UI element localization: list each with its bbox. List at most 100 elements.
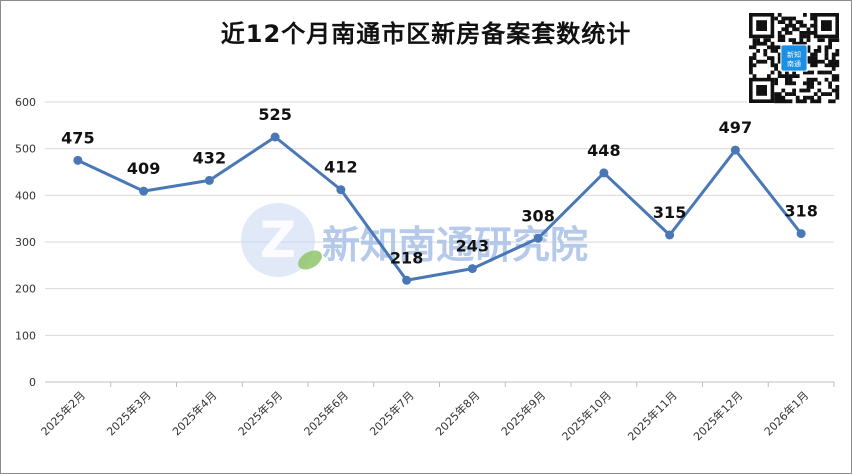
qr-module [824, 63, 829, 68]
x-tick-label: 2025年10月 [559, 388, 614, 443]
qr-module [821, 59, 825, 64]
data-label: 497 [719, 118, 752, 137]
qr-module [792, 70, 796, 75]
x-axis: 2025年2月 2025年3月 2025年4月 2025年5月 2025年6月 2025年… [38, 382, 835, 443]
watermark-leaf-icon [298, 250, 322, 270]
x-tick-label: 2026年1月 [761, 388, 811, 438]
qr-module [799, 88, 804, 93]
qr-finder [756, 85, 767, 96]
qr-module [781, 99, 786, 104]
x-tick-label: 2025年3月 [104, 388, 154, 438]
qr-module [767, 74, 771, 78]
gridlines [45, 101, 834, 383]
qr-module [799, 41, 804, 46]
qr-module [777, 74, 782, 78]
qr-module [813, 56, 818, 60]
watermark: Z 新知南通研究院 [241, 203, 588, 277]
x-tick-label: 2025年4月 [169, 388, 219, 438]
qr-module [777, 38, 782, 42]
qr-module [777, 45, 782, 50]
qr-module [817, 38, 822, 42]
qr-module [813, 49, 818, 53]
qr-module [831, 88, 836, 93]
qr-module [835, 63, 840, 68]
qr-module [774, 16, 778, 21]
data-point [139, 186, 149, 196]
qr-module [756, 41, 760, 46]
qr-module [756, 38, 760, 42]
qr-module [806, 38, 811, 42]
qr-module [785, 77, 789, 82]
qr-module [824, 49, 829, 53]
qr-module [788, 77, 793, 82]
qr-module [788, 23, 793, 28]
qr-module [752, 41, 757, 46]
qr-module [828, 85, 832, 89]
qr-module [752, 74, 757, 78]
qr-module [792, 16, 796, 21]
data-label: 243 [456, 237, 489, 256]
qr-module [777, 59, 782, 64]
y-tick-label: 500 [15, 143, 36, 156]
y-tick-label: 0 [29, 376, 36, 389]
qr-module [763, 41, 768, 46]
qr-module [806, 49, 811, 53]
qr-module [749, 59, 753, 64]
qr-module [806, 45, 811, 50]
qr-module [806, 70, 811, 75]
qr-module [795, 20, 800, 24]
qr-module [803, 70, 807, 75]
qr-module [828, 81, 832, 86]
data-labels: 475 409 432 525 412 218 243 308 448 315 497 318 [61, 105, 818, 267]
series-polyline [77, 135, 803, 282]
qr-module [781, 88, 786, 93]
x-tick-label: 2025年11月 [625, 388, 680, 443]
qr-module [770, 56, 775, 60]
y-tick-label: 200 [15, 283, 36, 296]
qr-module [813, 77, 818, 82]
qr-module [828, 92, 832, 96]
qr-module [813, 63, 818, 68]
qr-module [803, 95, 807, 100]
qr-module [792, 92, 796, 96]
qr-module [777, 20, 782, 24]
qr-module [777, 31, 782, 35]
qr-module [835, 38, 840, 42]
qr-module [824, 45, 829, 50]
watermark-logo-letter: Z [260, 211, 296, 269]
qr-module [803, 34, 807, 39]
qr-module [828, 59, 832, 64]
qr-module [781, 95, 786, 100]
qr-module [763, 59, 768, 64]
x-tick-label: 2025年2月 [38, 388, 88, 438]
qr-module [781, 74, 786, 78]
qr-module [752, 52, 757, 57]
qr-module [777, 13, 782, 17]
x-tick-label: 2025年9月 [498, 388, 548, 438]
qr-module [824, 52, 829, 57]
qr-module [817, 70, 822, 75]
qr-module [806, 95, 811, 100]
qr-module [795, 41, 800, 46]
qr-module [810, 70, 814, 75]
qr-module [835, 88, 840, 93]
qr-module [835, 74, 840, 78]
data-point [73, 155, 83, 165]
qr-module [810, 23, 814, 28]
y-tick-label: 100 [15, 329, 36, 342]
qr-module [831, 52, 836, 57]
qr-module [749, 67, 753, 71]
qr-module [774, 92, 778, 96]
qr-module [831, 63, 836, 68]
qr-module [803, 13, 807, 17]
qr-module [810, 31, 814, 35]
data-label: 412 [324, 158, 357, 177]
qr-module [799, 23, 804, 28]
qr-module [759, 59, 764, 64]
qr-module [835, 49, 840, 53]
qr-module [752, 45, 757, 50]
qr-module [788, 92, 793, 96]
qr-module [821, 70, 825, 75]
qr-module [835, 52, 840, 57]
qr-module [756, 49, 760, 53]
